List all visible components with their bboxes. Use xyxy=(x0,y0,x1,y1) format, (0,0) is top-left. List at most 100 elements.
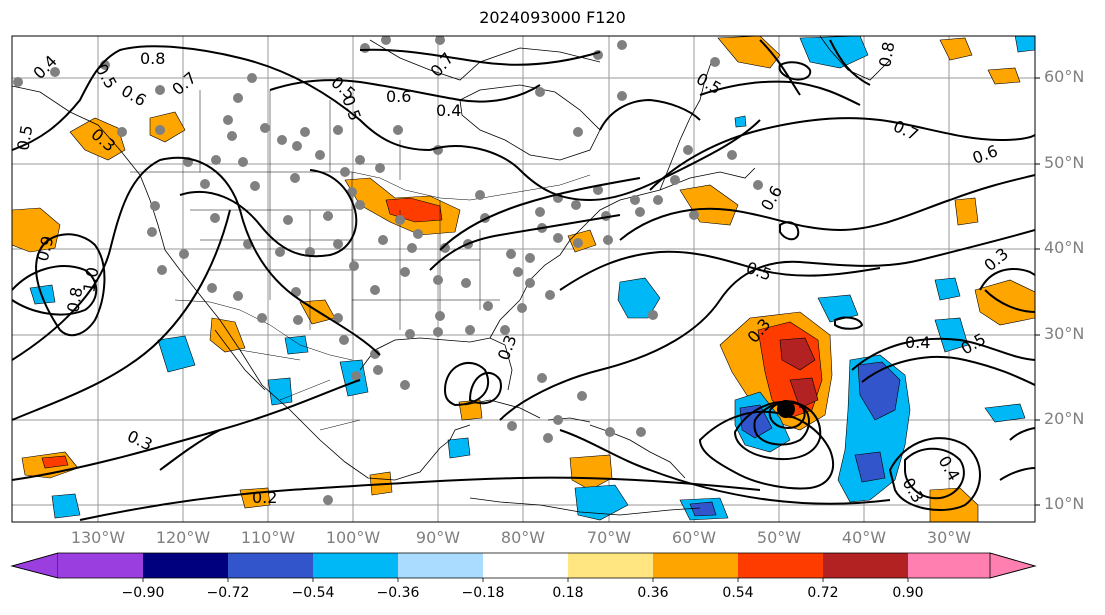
fill-positive-canada-pacific xyxy=(69,117,126,161)
colorbar-bin xyxy=(228,553,313,578)
fill-positive-ne-atlantic xyxy=(679,184,739,226)
colorbar-tick-label: −0.18 xyxy=(461,585,505,601)
lon-label: 80°W xyxy=(500,528,546,547)
coast-florida xyxy=(489,299,521,339)
fill-negative-ne-atl-2 xyxy=(734,115,747,128)
colorbar-tick-label: −0.90 xyxy=(121,585,165,601)
colorbar-bin xyxy=(823,553,908,578)
colorbar-bin xyxy=(143,553,228,578)
fill-negative-far-east-3 xyxy=(984,403,1026,423)
fill-strongest-positive-storm xyxy=(779,337,816,371)
coast-greenland xyxy=(819,36,891,81)
fill-negative-baja xyxy=(284,335,309,355)
fill-negative-far-east-1 xyxy=(934,277,961,301)
lon-label: 70°W xyxy=(586,528,632,547)
coast-baja xyxy=(214,329,266,391)
fill-negative-sw-corner xyxy=(51,493,81,519)
fill-negative-ne-atl xyxy=(817,294,859,323)
fill-negative-blue-east-south xyxy=(854,451,886,483)
fill-strong-positive-sw xyxy=(41,455,69,469)
lat-label: 50°N xyxy=(1044,153,1085,172)
coastlines xyxy=(12,36,891,516)
fill-positive-se xyxy=(929,487,979,522)
contour-label: 0.4 xyxy=(935,453,964,485)
contour-label: 0.8 xyxy=(63,286,86,314)
colorbar-ticks xyxy=(142,578,909,582)
border-mexico-states xyxy=(239,349,361,431)
fill-strongest-positive-storm-south xyxy=(789,377,819,409)
fill-positive-east xyxy=(974,279,1035,326)
lon-label: 90°W xyxy=(415,528,461,547)
border-us-mexico xyxy=(174,299,353,361)
colorbar-tick-label: 0.90 xyxy=(892,585,924,601)
fill-negative-ne-corner xyxy=(1014,36,1035,53)
contour-label: 0.8 xyxy=(140,49,165,68)
contour-label: 1.0 xyxy=(79,266,102,294)
contour-label: 0.6 xyxy=(386,87,411,106)
lon-label: 120°W xyxy=(155,528,211,547)
fill-negative-caribbean xyxy=(574,484,629,521)
lon-label: 40°W xyxy=(841,528,887,547)
fill-negative-pac-2 xyxy=(29,284,56,305)
fill-negative-central-am xyxy=(447,437,471,459)
coast-east-us xyxy=(519,167,756,301)
fill-negative-greenland xyxy=(799,36,869,69)
contour-label: 0.8 xyxy=(875,40,898,68)
fill-negative-pac-1 xyxy=(157,335,196,373)
contour-label: 0.5 xyxy=(92,61,121,93)
colorbar xyxy=(10,552,1037,582)
fill-positive-mexico xyxy=(209,317,246,353)
colorbar-tick-label: 0.54 xyxy=(722,585,754,601)
lon-label: 50°W xyxy=(756,528,802,547)
lon-label: 110°W xyxy=(240,528,296,547)
colorbar-bin xyxy=(908,553,990,578)
lon-label: 30°W xyxy=(926,528,972,547)
colorbar-tick-label: 0.36 xyxy=(637,585,669,601)
contour-label: 0.5 xyxy=(338,93,365,123)
coast-labrador xyxy=(659,59,713,191)
border-provinces xyxy=(199,90,401,180)
contour-label: 0.7 xyxy=(890,116,921,144)
storm-center-marker xyxy=(777,400,795,418)
colorbar-bin xyxy=(58,553,143,578)
colorbar-tick-label: −0.72 xyxy=(206,585,250,601)
colorbar-bin xyxy=(738,553,823,578)
coast-hudson xyxy=(459,84,601,161)
fill-positive-caribbean xyxy=(569,454,613,491)
fill-negative-se-bottom-blue xyxy=(689,501,717,517)
contour-label: 0.5 xyxy=(13,124,36,152)
coast-arctic xyxy=(369,39,601,81)
colorbar-bin xyxy=(568,553,653,578)
map-frame xyxy=(11,35,1036,523)
contour-lines xyxy=(12,39,1035,521)
contour-label: 0.5 xyxy=(744,258,774,285)
fill-negative-far-east-2 xyxy=(934,317,969,353)
axis-ticks xyxy=(1035,77,1040,506)
fill-negative-mid-atlantic xyxy=(617,277,661,319)
contour-label: 0.6 xyxy=(118,81,150,110)
colorbar-tick-label: 0.18 xyxy=(552,585,584,601)
colorbar-tick-label: 0.72 xyxy=(807,585,839,601)
contour-label: 0.4 xyxy=(905,333,930,352)
lat-label: 20°N xyxy=(1044,409,1085,428)
contour-label: 0.3 xyxy=(494,332,521,362)
colorbar-outline xyxy=(10,552,1037,579)
coast-south-america xyxy=(469,497,701,516)
colorbar-tick-label: −0.54 xyxy=(291,585,335,601)
lat-label: 10°N xyxy=(1044,494,1085,513)
lat-label: 30°N xyxy=(1044,324,1085,343)
lon-label: 130°W xyxy=(70,528,126,547)
lon-label: 100°W xyxy=(325,528,381,547)
lat-label: 40°N xyxy=(1044,238,1085,257)
colorbar-bin xyxy=(653,553,738,578)
fill-positive-ne-corner xyxy=(939,37,973,61)
contour-label: 0.5 xyxy=(693,69,725,98)
fill-positive-ne2 xyxy=(987,67,1021,85)
colorbar-tick-label: −0.36 xyxy=(376,585,420,601)
contour-label: 0.3 xyxy=(899,475,928,507)
contour-label: 0.2 xyxy=(252,488,277,507)
colorbar-bin xyxy=(313,553,398,578)
coast-north-america xyxy=(12,85,471,481)
fill-positive-far-east xyxy=(954,197,979,226)
